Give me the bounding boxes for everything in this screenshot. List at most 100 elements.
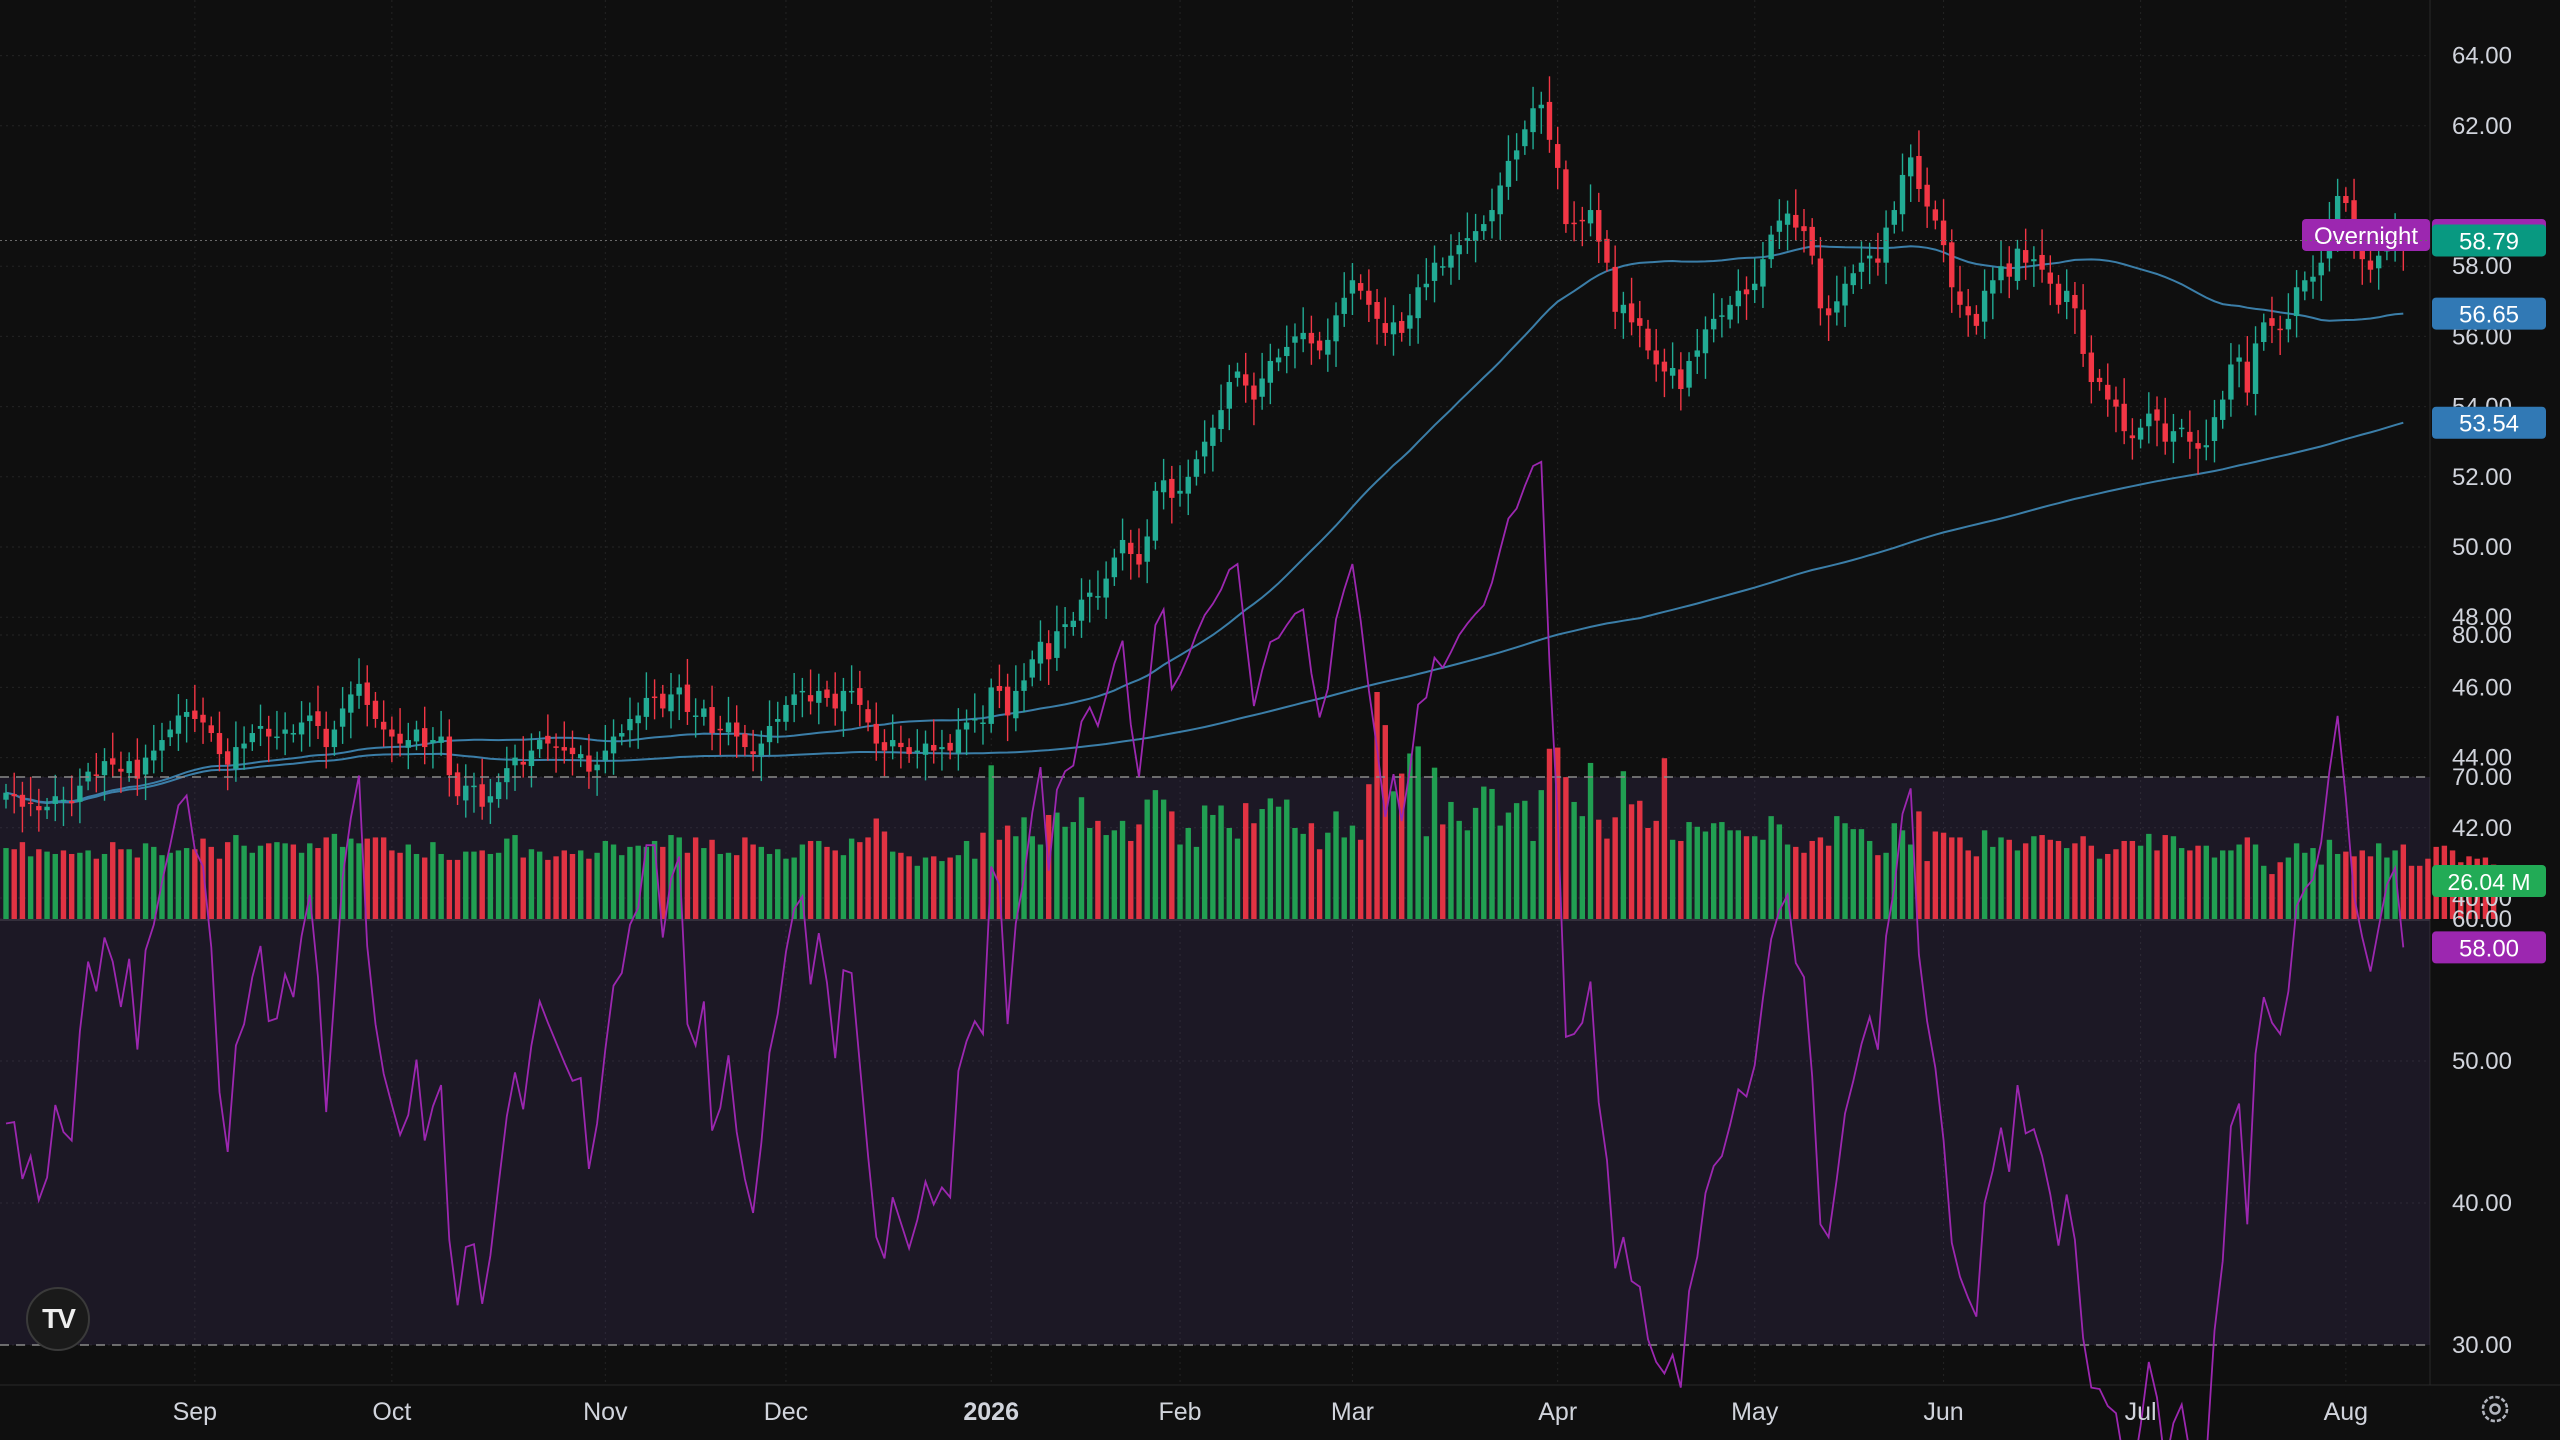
volume-bar xyxy=(1013,836,1019,919)
volume-bar xyxy=(93,858,100,919)
candle-body xyxy=(142,757,149,775)
axis-label: Oct xyxy=(372,1398,411,1426)
volume-bar xyxy=(208,846,214,919)
volume-bar xyxy=(807,840,814,919)
candle-body xyxy=(1144,536,1150,562)
candle-body xyxy=(2129,435,2136,439)
candle-body xyxy=(816,690,822,703)
volume-bar xyxy=(816,840,822,919)
candle-body xyxy=(701,708,707,717)
candle-body xyxy=(906,747,912,755)
volume-bar xyxy=(1891,823,1897,919)
gear-icon[interactable] xyxy=(2478,1392,2512,1426)
volume-bar xyxy=(52,853,58,919)
axis-label: 50.00 xyxy=(2452,1048,2512,1075)
candle-body xyxy=(2072,294,2078,309)
candle-body xyxy=(2236,357,2242,362)
volume-bar xyxy=(200,838,206,919)
candle-body xyxy=(2137,427,2144,440)
volume-bar xyxy=(479,850,485,919)
candle-body xyxy=(1981,290,1988,322)
volume-bar xyxy=(2252,844,2259,919)
candle-body xyxy=(1620,304,1627,314)
volume-bar xyxy=(955,855,962,919)
volume-bar xyxy=(947,857,953,919)
volume-bar xyxy=(1144,799,1150,919)
volume-bar xyxy=(1062,826,1068,919)
volume-bar xyxy=(692,837,699,919)
volume-bar xyxy=(1768,816,1774,919)
rsi-axis[interactable]: 80.00 70.00 60.00 50.00 40.00 30.00 xyxy=(2452,622,2512,1359)
time-axis[interactable]: Sep Oct Nov Dec 2026 Feb Mar Apr May Jun Jul Aug xyxy=(173,1398,2369,1426)
candle-body xyxy=(183,711,190,717)
candle-body xyxy=(2293,287,2300,317)
candle-body xyxy=(1054,631,1060,658)
volume-bar xyxy=(1916,811,1922,919)
volume-bar xyxy=(323,837,329,919)
volume-bar xyxy=(848,838,855,919)
candle-body xyxy=(1661,361,1668,372)
volume-bar xyxy=(175,850,182,919)
candle-body xyxy=(1513,150,1520,160)
candle-body xyxy=(446,736,453,776)
candle-body xyxy=(1743,289,1750,295)
candle-body xyxy=(692,715,699,717)
volume-bar xyxy=(1333,811,1339,919)
axis-label: 42.00 xyxy=(2452,815,2512,842)
volume-bar xyxy=(2022,843,2029,919)
volume-bar xyxy=(602,840,609,919)
candle-body xyxy=(2195,443,2201,449)
volume-bar xyxy=(1243,803,1249,919)
candle-body xyxy=(1062,624,1068,628)
axis-label: Sep xyxy=(173,1398,217,1426)
candle-body xyxy=(2154,409,2160,421)
candle-body xyxy=(865,709,871,723)
volume-bar xyxy=(504,838,510,919)
volume-bar xyxy=(1481,786,1487,919)
volume-bar xyxy=(159,855,165,919)
tradingview-logo-icon[interactable]: TV xyxy=(26,1287,90,1351)
axis-label: 44.00 xyxy=(2452,745,2512,772)
candle-body xyxy=(2318,262,2324,276)
volume-bar xyxy=(766,853,773,919)
volume-bar xyxy=(274,842,280,919)
candle-body xyxy=(495,782,502,800)
volume-bar xyxy=(1448,801,1454,919)
candle-body xyxy=(389,729,395,737)
candle-body xyxy=(1669,367,1676,376)
volume-bar xyxy=(2088,845,2095,919)
candle-body xyxy=(668,694,674,712)
volume-bar xyxy=(1152,790,1159,919)
candle-body xyxy=(44,806,50,811)
volume-bar xyxy=(1185,827,1191,919)
volume-bar xyxy=(60,850,67,919)
candle-body xyxy=(1686,360,1692,388)
volume-bar xyxy=(1743,836,1750,919)
candle-body xyxy=(2359,245,2365,260)
candle-body xyxy=(1784,213,1791,225)
volume-bar xyxy=(643,846,650,919)
candle-body xyxy=(1940,220,1947,246)
volume-bar xyxy=(1694,826,1700,919)
candle-body xyxy=(1103,578,1109,598)
volume-bar xyxy=(1029,836,1035,919)
volume-bar xyxy=(1390,791,1397,919)
candle-body xyxy=(528,750,535,767)
volume-bar xyxy=(68,853,75,919)
volume-bar xyxy=(1908,844,1914,919)
axis-label: Aug xyxy=(2324,1398,2368,1426)
volume-bar xyxy=(1628,804,1635,919)
volume-bar xyxy=(2318,864,2324,919)
candle-body xyxy=(1284,346,1290,357)
volume-bar xyxy=(832,850,838,919)
volume-bar xyxy=(85,850,91,919)
candle-body xyxy=(1275,357,1282,363)
candle-body xyxy=(643,697,650,717)
candle-body xyxy=(2014,248,2021,281)
candle-body xyxy=(1308,332,1315,344)
candle-body xyxy=(331,729,338,748)
volume-bar xyxy=(1809,840,1815,919)
candle-body xyxy=(578,754,584,759)
candle-body xyxy=(192,710,198,719)
